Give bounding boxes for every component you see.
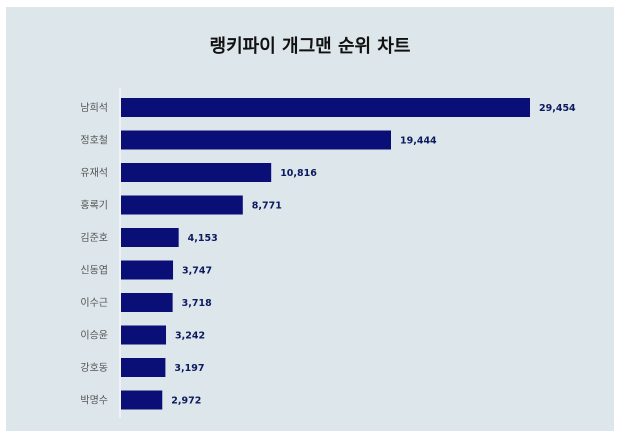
category-label: 이승윤 bbox=[80, 330, 108, 342]
category-label: 홍록기 bbox=[80, 199, 108, 212]
value-label: 8,771 bbox=[252, 201, 282, 212]
value-label: 19,444 bbox=[400, 136, 437, 147]
value-label: 10,816 bbox=[280, 168, 317, 179]
value-label: 3,242 bbox=[175, 331, 205, 342]
category-label: 이수근 bbox=[80, 297, 108, 309]
bar bbox=[121, 358, 166, 377]
bar bbox=[121, 325, 167, 345]
bar bbox=[121, 130, 392, 150]
category-label: 박명수 bbox=[80, 395, 108, 407]
chart-title: 랭키파이 개그맨 순위 차트 bbox=[209, 36, 411, 57]
bar bbox=[121, 98, 530, 117]
category-label: 김준호 bbox=[80, 232, 108, 244]
bar bbox=[121, 390, 163, 410]
chart-panel bbox=[6, 7, 614, 431]
value-label: 3,718 bbox=[182, 298, 212, 309]
value-label: 4,153 bbox=[188, 233, 218, 244]
category-label: 신동엽 bbox=[80, 265, 108, 277]
category-label: 유재석 bbox=[80, 167, 108, 179]
category-label: 강호동 bbox=[80, 362, 108, 374]
bar bbox=[121, 293, 173, 312]
bar bbox=[121, 195, 243, 215]
value-label: 29,454 bbox=[539, 103, 576, 114]
bar bbox=[121, 260, 174, 280]
category-label: 남희석 bbox=[80, 102, 108, 114]
bar bbox=[121, 163, 272, 182]
value-label: 2,972 bbox=[171, 396, 201, 407]
category-label: 정호철 bbox=[80, 135, 108, 147]
value-label: 3,747 bbox=[182, 266, 212, 277]
value-label: 3,197 bbox=[174, 363, 204, 374]
bar bbox=[121, 228, 179, 247]
